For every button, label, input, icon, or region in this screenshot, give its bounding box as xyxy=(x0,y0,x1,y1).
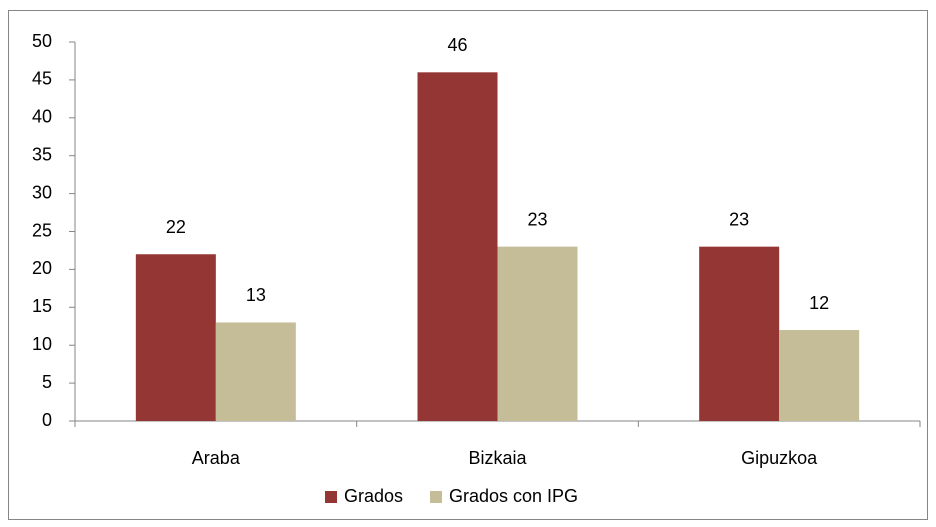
y-tick-label: 25 xyxy=(32,220,52,240)
data-label: 23 xyxy=(527,209,547,229)
x-tick-label: Bizkaia xyxy=(468,448,527,468)
y-tick-label: 5 xyxy=(42,372,52,392)
y-tick-label: 20 xyxy=(32,258,52,278)
bar xyxy=(699,246,780,421)
y-tick-label: 0 xyxy=(42,410,52,430)
legend-swatch xyxy=(325,491,337,503)
bar xyxy=(215,322,296,421)
data-label: 12 xyxy=(809,293,829,313)
y-tick-label: 30 xyxy=(32,182,52,202)
y-tick-label: 50 xyxy=(32,31,52,51)
y-tick-label: 40 xyxy=(32,107,52,127)
legend-label: Grados con IPG xyxy=(449,486,578,506)
data-label: 46 xyxy=(447,35,467,55)
legend-swatch xyxy=(430,491,442,503)
y-tick-label: 35 xyxy=(32,144,52,164)
x-tick-label: Araba xyxy=(192,448,241,468)
legend-label: Grados xyxy=(344,486,403,506)
data-label: 23 xyxy=(729,209,749,229)
y-tick-label: 10 xyxy=(32,334,52,354)
x-tick-label: Gipuzkoa xyxy=(741,448,818,468)
data-label: 13 xyxy=(246,285,266,305)
data-label: 22 xyxy=(166,217,186,237)
bar xyxy=(417,72,498,421)
bar xyxy=(497,246,578,421)
bar xyxy=(779,330,860,421)
bar xyxy=(135,254,216,421)
y-tick-label: 45 xyxy=(32,69,52,89)
y-tick-label: 15 xyxy=(32,296,52,316)
